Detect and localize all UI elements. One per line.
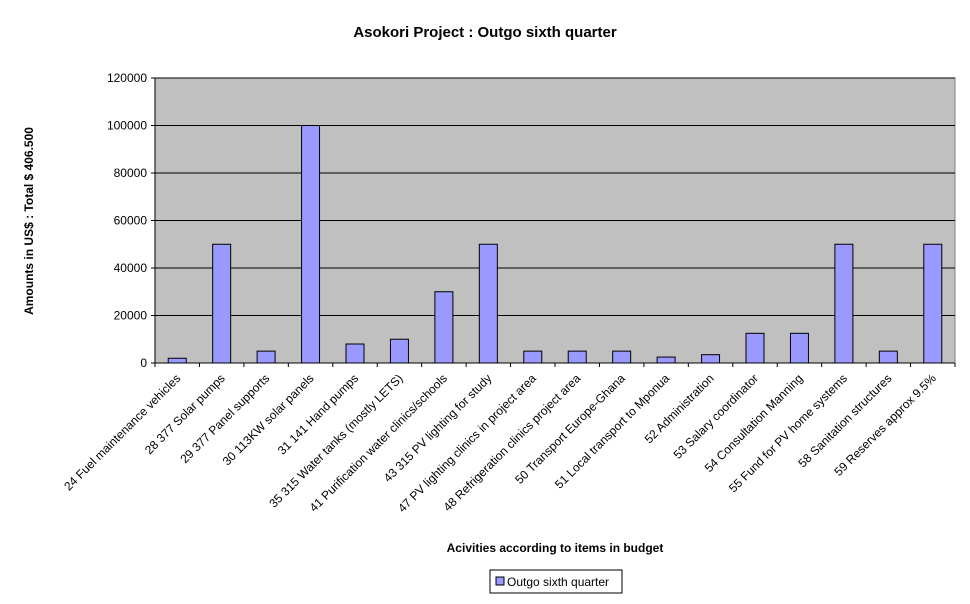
x-tick-label: 53 Salary coordinator (671, 371, 762, 462)
legend: Outgo sixth quarter (489, 569, 623, 594)
y-tick-label: 0 (140, 356, 147, 370)
x-tick-label: 28 377 Solar pumps (142, 371, 228, 457)
bar (256, 350, 276, 364)
y-tick-label: 40000 (114, 261, 148, 275)
bar (701, 354, 721, 364)
y-tick-label: 20000 (114, 309, 148, 323)
bar (923, 243, 943, 364)
bar (656, 356, 676, 364)
y-tick-label: 100000 (107, 119, 147, 133)
bar (523, 350, 543, 364)
bar (389, 338, 409, 364)
bar (434, 291, 454, 364)
y-tick-label: 120000 (107, 71, 147, 85)
legend-label: Outgo sixth quarter (507, 575, 609, 589)
y-axis-ticks: 0 20000 40000 60000 80000 100000 120000 (107, 71, 155, 370)
bars (167, 125, 943, 364)
bar (167, 357, 187, 364)
gridlines (155, 77, 955, 316)
bar (834, 243, 854, 364)
bar (212, 243, 232, 364)
legend-swatch (495, 576, 505, 586)
bar (567, 350, 587, 364)
chart-title: Asokori Project : Outgo sixth quarter (353, 24, 617, 41)
y-tick-label: 80000 (114, 166, 148, 180)
bar (878, 350, 898, 364)
bar (478, 243, 498, 364)
bar (789, 332, 809, 364)
y-tick-label: 60000 (114, 214, 148, 228)
y-axis-title: Amounts in US$ : Total $ 406.500 (22, 127, 36, 315)
bar (301, 125, 321, 364)
bar (612, 350, 632, 364)
bar (345, 343, 365, 364)
x-axis-title: Acivities according to items in budget (447, 541, 664, 555)
x-tick-label: 31 141 Hand pumps (275, 371, 361, 457)
bar (745, 332, 765, 364)
legend-box (489, 569, 623, 594)
